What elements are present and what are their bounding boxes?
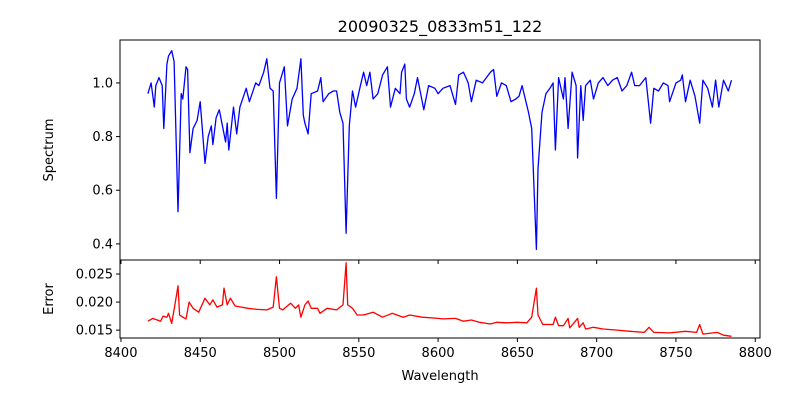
series-line	[147, 262, 732, 337]
x-tick-label: 8800	[739, 346, 772, 361]
y-tick-label: 0.025	[76, 268, 113, 283]
y-tick-label: 0.015	[76, 324, 113, 339]
x-tick-label: 8600	[422, 346, 455, 361]
spectrum-panel: 0.4 0.6 0.8 1.0	[92, 39, 761, 264]
axes-frame	[119, 259, 761, 339]
y-tick-label: 1.0	[92, 76, 113, 91]
error-ylabel: Error	[42, 283, 57, 315]
x-tick-label: 8700	[580, 346, 613, 361]
axes-frame	[119, 39, 761, 261]
x-tick-label: 8750	[659, 346, 692, 361]
series-line	[147, 50, 733, 250]
spectrum-ylabel: Spectrum	[42, 119, 57, 182]
y-tick-label: 0.6	[92, 184, 113, 199]
x-tick-label: 8400	[104, 346, 137, 361]
y-tick-label: 0.4	[92, 237, 113, 252]
x-tick-label: 8500	[263, 346, 296, 361]
chart-title: 20090325_0833m51_122	[338, 17, 543, 37]
error-panel: 0.015 0.020 0.025 8400 8450 8500 8550 8600 8650 8…	[76, 259, 772, 361]
x-tick-label: 8650	[501, 346, 534, 361]
x-tick-label: 8450	[184, 346, 217, 361]
y-tick-label: 0.020	[76, 296, 113, 311]
y-tick-label: 0.8	[92, 130, 113, 145]
x-axis-label: Wavelength	[401, 369, 478, 384]
x-tick-label: 8550	[342, 346, 375, 361]
